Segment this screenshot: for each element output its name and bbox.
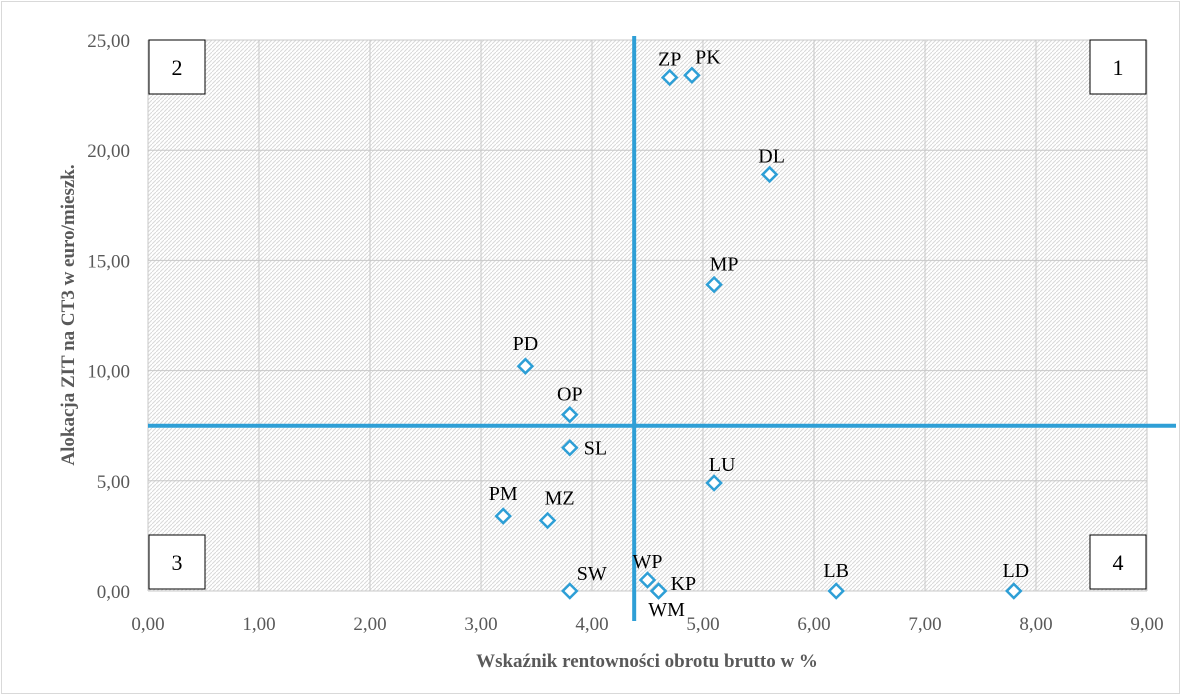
point-kp-label: KP <box>671 573 697 595</box>
quadrant-1-box <box>1089 39 1147 95</box>
x-tick-label: 5,00 <box>686 614 719 635</box>
point-dl-label: DL <box>758 145 785 167</box>
y-tick-label: 0,00 <box>97 582 130 603</box>
y-axis-title: Alokacja ZIT na CT3 w euro/mieszk. <box>58 164 79 465</box>
x-tick-label: 3,00 <box>464 614 497 635</box>
x-tick-label: 6,00 <box>797 614 830 635</box>
point-pd-label: PD <box>513 333 539 355</box>
x-tick-label: 4,00 <box>575 614 608 635</box>
x-axis-ticks: 0,00 1,00 2,00 3,00 4,00 5,00 6,00 7,00 8,00 9,00 <box>131 614 1163 635</box>
point-lb-label: LB <box>823 560 849 582</box>
point-dl-marker <box>760 165 779 184</box>
point-ld-marker <box>1005 582 1023 600</box>
data-points: ZP PK DL MP PD OP SL LU PM MZ WP KP WM SW LB LD <box>489 46 1029 621</box>
point-pd-marker <box>516 357 535 375</box>
point-wm-label: WM <box>648 599 685 621</box>
quadrant-3-box <box>148 534 206 590</box>
point-sl-marker <box>561 438 579 457</box>
point-pk-marker <box>683 66 701 85</box>
point-mp-marker <box>705 275 723 294</box>
point-pm-label: PM <box>489 483 518 505</box>
point-lu-label: LU <box>709 454 736 476</box>
y-tick-label: 5,00 <box>97 472 130 493</box>
x-tick-label: 9,00 <box>1130 614 1163 635</box>
y-tick-label: 20,00 <box>87 141 130 162</box>
reference-lines <box>148 36 1176 621</box>
quadrant-2-label: 2 <box>172 55 183 80</box>
x-tick-label: 1,00 <box>242 614 275 635</box>
point-sw-label: SW <box>577 563 607 585</box>
quadrant-4-box <box>1089 534 1147 590</box>
point-mz-marker <box>538 511 557 530</box>
point-ld-label: LD <box>1002 560 1029 582</box>
point-wp-marker <box>638 571 657 589</box>
y-tick-label: 15,00 <box>87 251 130 272</box>
x-tick-label: 2,00 <box>353 614 386 635</box>
point-zp-label: ZP <box>658 48 681 70</box>
point-wm-marker <box>649 582 668 600</box>
y-axis-ticks: 0,00 5,00 10,00 15,00 20,00 25,00 <box>87 31 130 603</box>
point-sl-label: SL <box>584 438 607 460</box>
x-tick-label: 8,00 <box>1019 614 1052 635</box>
point-mp-label: MP <box>710 254 739 276</box>
point-op-label: OP <box>557 384 583 406</box>
point-lu-marker <box>705 474 723 492</box>
x-tick-label: 7,00 <box>908 614 941 635</box>
point-pm-marker <box>494 507 512 525</box>
y-tick-label: 25,00 <box>87 31 130 52</box>
quadrant-3-label: 3 <box>172 550 183 575</box>
quadrant-2-box <box>148 39 206 95</box>
point-op-marker <box>561 405 579 424</box>
quadrant-1-label: 1 <box>1113 55 1124 80</box>
point-sw-marker <box>561 582 579 600</box>
point-lb-marker <box>827 582 845 600</box>
quadrant-4-label: 4 <box>1113 550 1124 575</box>
gridlines <box>147 39 1148 592</box>
point-zp-marker <box>660 68 679 87</box>
x-tick-label: 0,00 <box>131 614 164 635</box>
x-axis-title: Wskaźnik rentowności obrotu brutto w % <box>476 651 818 672</box>
point-mz-label: MZ <box>545 487 575 509</box>
y-tick-label: 10,00 <box>87 362 130 383</box>
plot-area <box>148 40 1147 591</box>
point-wp-label: WP <box>633 551 663 573</box>
point-pk-label: PK <box>695 46 721 68</box>
quadrant-labels: 1 2 3 4 <box>148 39 1147 590</box>
